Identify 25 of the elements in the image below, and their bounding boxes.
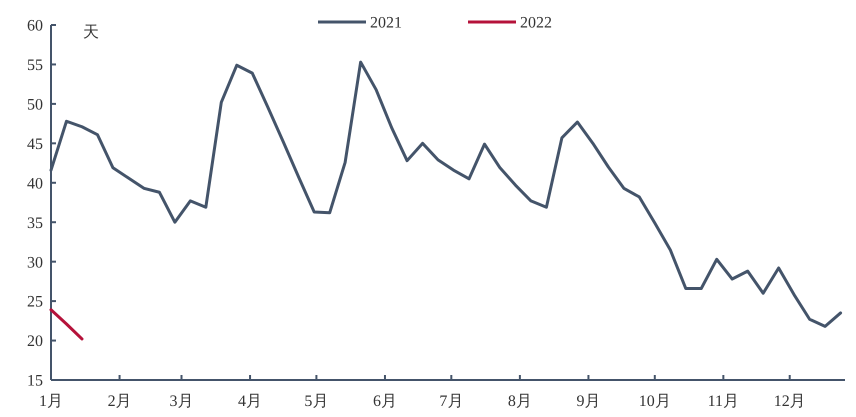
y-tick-label: 25 — [27, 294, 43, 311]
y-tick-label: 15 — [27, 372, 43, 390]
y-tick-label: 45 — [27, 136, 43, 153]
y-tick-label: 60 — [27, 18, 43, 35]
x-tick-label: 12月 — [774, 393, 806, 410]
x-tick-label: 10月 — [638, 393, 671, 410]
x-tick-label: 3月 — [169, 393, 194, 410]
x-tick-label: 7月 — [439, 393, 464, 410]
x-tick-label: 11月 — [708, 393, 740, 410]
x-tick-label: 2月 — [108, 393, 132, 410]
x-tick-label: 6月 — [372, 393, 397, 410]
x-tick-label: 1月 — [39, 393, 63, 410]
x-tick-label: 4月 — [238, 393, 262, 410]
y-tick-label: 55 — [27, 57, 43, 74]
legend-label: 2021 — [370, 14, 402, 32]
x-tick-label: 9月 — [576, 393, 600, 410]
y-tick-label: 30 — [27, 254, 43, 272]
y-tick-label: 50 — [27, 96, 43, 114]
y-tick-label: 35 — [27, 214, 43, 232]
x-tick-label: 8月 — [508, 393, 532, 410]
y-axis-title: 天 — [83, 24, 99, 41]
y-tick-label: 40 — [27, 175, 43, 192]
x-tick-label: 5月 — [304, 393, 328, 410]
y-tick-label: 20 — [27, 333, 43, 350]
legend-label: 2022 — [520, 14, 552, 32]
